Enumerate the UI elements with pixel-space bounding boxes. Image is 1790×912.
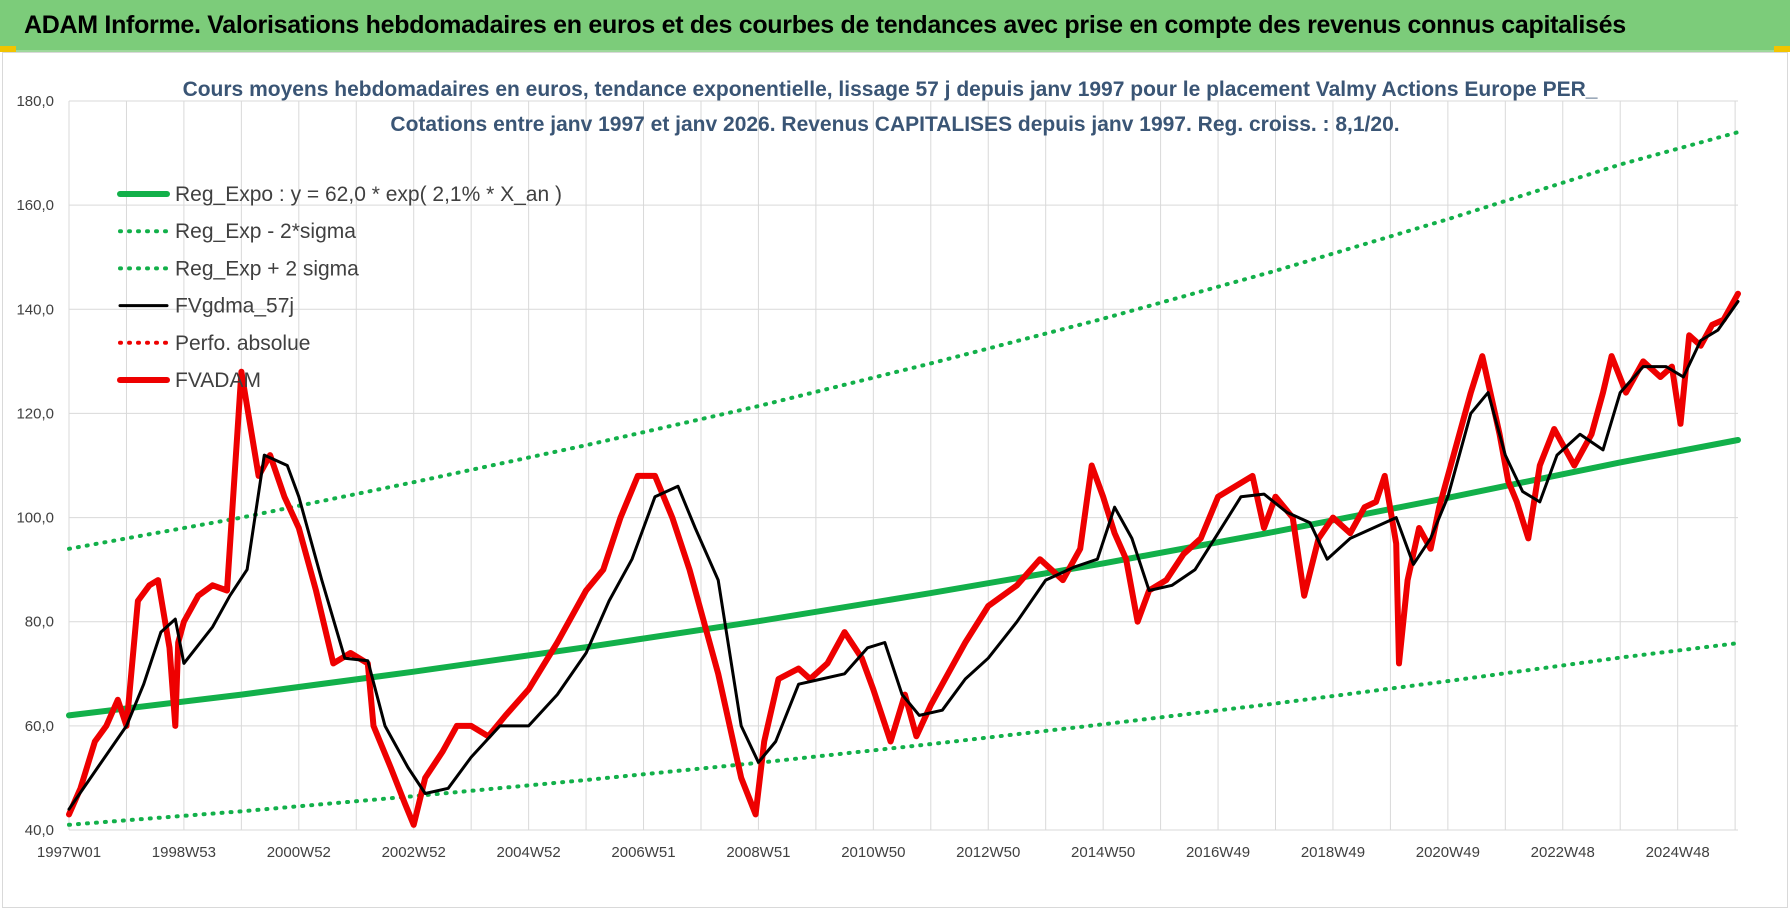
x-tick-label: 2020W49 <box>1416 844 1480 861</box>
y-tick-label: 100,0 <box>16 510 54 527</box>
series-line-1 <box>67 641 1740 827</box>
legend-label: Reg_Expo : y = 62,0 * exp( 2,1% * X_an ) <box>175 183 562 206</box>
x-tick-label: 2016W49 <box>1186 844 1250 861</box>
x-tick-label: 1997W01 <box>37 844 101 861</box>
x-tick-label: 2006W51 <box>611 844 675 861</box>
legend-label: Reg_Exp - 2*sigma <box>175 220 356 243</box>
x-tick-label: 1998W53 <box>152 844 216 861</box>
y-tick-label: 80,0 <box>25 614 54 631</box>
x-tick-label: 2018W49 <box>1301 844 1365 861</box>
page-title: ADAM Informe. Valorisations hebdomadaire… <box>24 11 1626 39</box>
y-tick-label: 60,0 <box>25 718 54 735</box>
y-tick-label: 140,0 <box>16 301 54 318</box>
x-tick-label: 2014W50 <box>1071 844 1135 861</box>
x-tick-label: 2024W48 <box>1646 844 1710 861</box>
series-line-0 <box>66 437 1741 719</box>
chart-subtitle: Cotations entre janv 1997 et janv 2026. … <box>390 113 1399 136</box>
x-tick-label: 2004W52 <box>497 844 561 861</box>
series-line-3 <box>67 300 1740 811</box>
legend-label: Perfo. absolue <box>175 332 310 355</box>
y-tick-label: 120,0 <box>16 405 54 422</box>
chart-title: Cours moyens hebdomadaires en euros, ten… <box>183 78 1598 101</box>
chart-frame <box>2 52 1788 908</box>
grid <box>68 100 1738 831</box>
legend-label: FVADAM <box>175 369 261 392</box>
y-tick-label: 160,0 <box>16 197 54 214</box>
x-tick-label: 2002W52 <box>382 844 446 861</box>
legend: Reg_Expo : y = 62,0 * exp( 2,1% * X_an )… <box>117 183 562 392</box>
legend-label: FVgdma_57j <box>175 295 294 318</box>
corner-marker-left <box>0 46 16 52</box>
corner-marker-right <box>1774 46 1790 52</box>
y-axis-ticks: 40,0 60,0 80,0 100,0 120,0 140,0 160,0 180,0 <box>16 93 54 839</box>
y-tick-label: 40,0 <box>25 822 54 839</box>
series-line-2 <box>67 130 1740 551</box>
x-tick-label: 2000W52 <box>267 844 331 861</box>
x-tick-label: 2022W48 <box>1531 844 1595 861</box>
series-layer <box>66 130 1741 828</box>
x-axis-ticks: 1997W01 1998W53 2000W52 2002W52 2004W52 2006W… <box>37 844 1710 861</box>
x-tick-label: 2010W50 <box>841 844 905 861</box>
x-tick-label: 2008W51 <box>726 844 790 861</box>
header-bar: ADAM Informe. Valorisations hebdomadaire… <box>0 0 1790 52</box>
x-tick-label: 2012W50 <box>956 844 1020 861</box>
legend-label: Reg_Exp + 2 sigma <box>175 257 359 280</box>
y-tick-label: 180,0 <box>16 93 54 110</box>
